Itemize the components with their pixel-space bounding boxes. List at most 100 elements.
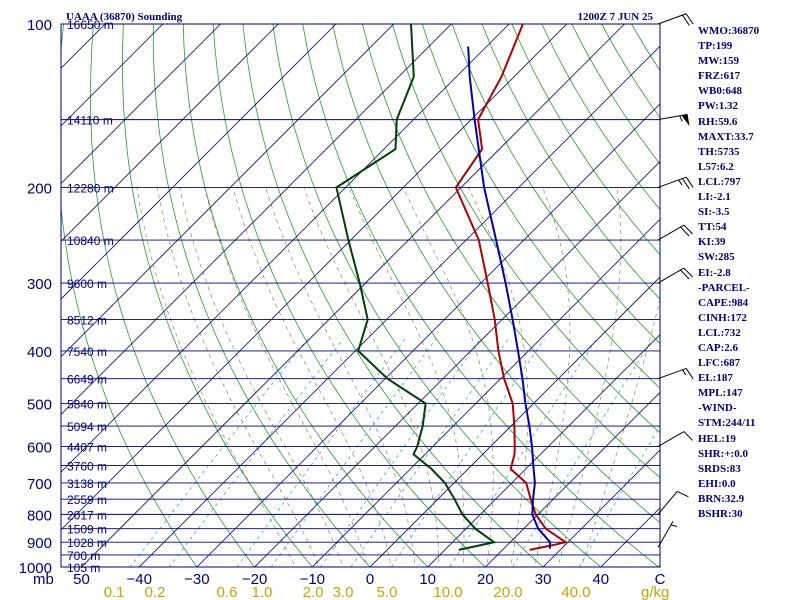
index-item-si: SI:-3.5 [698, 206, 730, 219]
wind-barb-staff [657, 491, 678, 515]
height-label: 14110 m [67, 114, 113, 128]
index-item-cinh: CINH:172 [698, 311, 747, 324]
dry-adiabat [481, 24, 660, 300]
isotherm [61, 24, 279, 242]
wind-barb-flag [682, 178, 690, 190]
index-item-tp: TP:199 [698, 40, 733, 53]
index-item-wb0: WB0:648 [698, 85, 742, 98]
moist-adiabat [580, 298, 660, 567]
pressure-tick-label: 200 [27, 180, 52, 197]
index-item-rh: RH:59.6 [698, 115, 738, 128]
mixing-ratio-tick-label: 0.1 [104, 584, 125, 600]
wind-barb [657, 13, 694, 26]
index-item-stm: STM:244/11 [698, 417, 756, 430]
mixing-ratio-tick-label: 40.0 [561, 584, 590, 600]
index-item-l57: L57:6.2 [698, 160, 734, 173]
wind-barb-pennant [681, 114, 690, 127]
pressure-tick-label: 600 [27, 440, 52, 457]
plot-frame [60, 23, 661, 568]
index-item-mpl: MPL:147 [698, 387, 743, 400]
dry-adiabat [61, 24, 198, 567]
dry-adiabat [302, 24, 660, 567]
moist-adiabat [232, 187, 392, 567]
isotherm [138, 45, 660, 567]
pressure-tick-label: 900 [27, 535, 52, 552]
dry-adiabat [421, 24, 660, 389]
isotherm [61, 24, 221, 185]
wind-barb-flag [683, 267, 693, 278]
index-item-el: EL:187 [698, 372, 733, 385]
isotherm [542, 449, 660, 567]
wind-barb [657, 267, 693, 284]
wind-barb-flag [680, 269, 690, 280]
mixing-ratio-line [512, 338, 654, 567]
height-label: 700 m [67, 549, 100, 563]
index-item-sw: SW:285 [698, 251, 735, 264]
wind-barb-staff [657, 431, 685, 447]
temperature-tick-label: −20 [242, 571, 267, 588]
temperature-tick-label: 20 [477, 571, 494, 588]
wind-barb-flag [685, 13, 694, 25]
moist-adiabat [204, 187, 368, 567]
index-item-lcl: LCL:797 [698, 175, 741, 188]
isotherm [311, 218, 660, 567]
mixing-ratio-tick-label: 10.0 [433, 584, 462, 600]
wind-barb [657, 431, 693, 447]
height-label: 1509 m [67, 523, 107, 537]
mixing-ratio-tick-label: 0.2 [145, 584, 166, 600]
pressure-tick-label: 800 [27, 507, 52, 524]
wind-barb [657, 176, 694, 190]
mixing-ratio-line [320, 338, 481, 567]
isotherm [0, 24, 48, 579]
index-item-srds: SRDS:83 [698, 462, 741, 475]
dry-adiabat [242, 24, 544, 567]
index-item-th: TH:5735 [698, 145, 740, 158]
mixing-ratio-tick-label: 0.6 [217, 584, 238, 600]
index-item-frz: FRZ:617 [698, 70, 741, 83]
wind-barb-half-flag [679, 115, 683, 122]
index-item-wmo: WMO:36870 [698, 25, 760, 37]
wind-barb-layer [657, 13, 694, 548]
mixing-ratio-tick-label: 5.0 [377, 584, 398, 600]
dry-adiabat [90, 24, 256, 567]
index-item-ehi: EHI:0.0 [698, 477, 736, 490]
index-item-lcl: LCL:732 [698, 326, 741, 339]
station-title: UAAA (36870) Sounding [66, 11, 183, 23]
moist-adiabat [403, 187, 494, 567]
index-item-shr: SHR:+:0.0 [698, 447, 748, 460]
mixing-ratio-line [129, 338, 309, 567]
index-item-li: LI:-2.1 [698, 191, 731, 204]
height-label: 10840 m [67, 234, 114, 248]
height-label: 2559 m [67, 493, 107, 507]
wind-barb-flag [685, 176, 694, 188]
mixing-ratio-tick-label: 1.0 [252, 584, 273, 600]
index-item-ei: EI:-2.8 [698, 266, 731, 279]
index-section-header: -PARCEL- [698, 281, 750, 294]
moist-adiabat [468, 187, 529, 567]
height-label: 9600 m [67, 277, 107, 291]
height-label: 8512 m [67, 313, 107, 327]
isotherm [61, 24, 510, 473]
index-item-maxt: MAXT:33.7 [698, 130, 754, 143]
pressure-tick-label: 400 [27, 344, 52, 361]
height-label: 16650 m [67, 18, 114, 32]
isotherm [484, 391, 660, 567]
wind-barb [657, 490, 689, 515]
mixing-ratio-line [168, 338, 344, 567]
height-label: 6649 m [67, 373, 107, 387]
mixing-ratio-line [449, 338, 598, 567]
pressure-tick-label: 500 [27, 397, 52, 414]
isotherm [61, 24, 164, 127]
index-item-pw: PW:1.32 [698, 100, 739, 113]
wind-barb-staff [657, 267, 685, 284]
temperature-tick-label: 0 [366, 571, 374, 588]
dry-adiabat [272, 24, 602, 567]
temperature-tick-label: −10 [300, 571, 325, 588]
height-label: 1028 m [67, 536, 107, 550]
dry-adiabat [182, 24, 429, 567]
wind-barb-half-flag [678, 179, 683, 186]
series-layer [335, 24, 569, 551]
dew-point-line [335, 24, 497, 551]
